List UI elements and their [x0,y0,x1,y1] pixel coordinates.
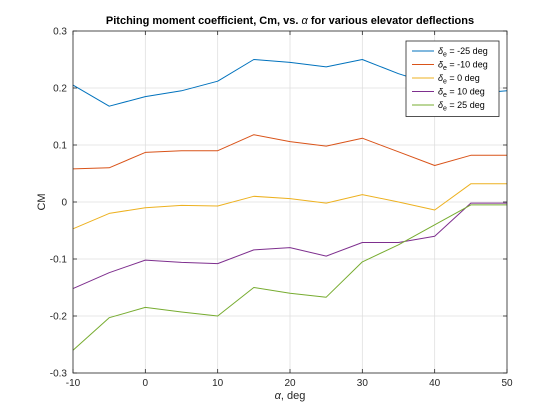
y-tick-label: 0 [61,198,67,209]
legend-entry: δe = -10 deg [438,60,488,73]
y-axis-label: CM [36,193,48,210]
legend-subscript: e [443,65,447,72]
legend-entry: δe = 0 deg [438,73,480,86]
legend-label: = 25 deg [447,100,485,110]
series-line [72,202,507,290]
x-tick-label: 0 [143,378,149,389]
x-tick-label: -10 [66,378,81,389]
legend-entry: δe = 10 deg [438,87,485,100]
series-line [72,204,507,351]
y-tick-label: -0.3 [50,369,68,380]
y-tick-label: -0.2 [50,312,68,323]
legend-delta-symbol: δ [438,60,444,70]
x-tick-label: 20 [284,378,296,389]
legend-delta-symbol: δ [438,100,444,110]
legend-label: = -10 deg [447,60,488,70]
legend-label: = 0 deg [447,73,480,83]
legend-subscript: e [443,52,447,59]
series-line [72,134,507,170]
y-tick-label: 0.1 [53,141,67,152]
x-axis-label: α, deg [275,390,306,402]
x-tick-label: 10 [212,378,224,389]
title-alpha-symbol: α [302,15,309,27]
legend-subscript: e [443,106,447,113]
legend-delta-symbol: δ [438,46,444,56]
legend-entry: δe = 25 deg [438,100,485,113]
legend-subscript: e [443,92,447,99]
y-tick-label: 0.2 [53,84,67,95]
legend-delta-symbol: δ [438,73,444,83]
legend-label: = -25 deg [447,46,488,56]
legend-label: = 10 deg [447,87,485,97]
series-layer [72,59,508,351]
x-tick-label: 30 [357,378,369,389]
x-axis-alpha-symbol: α [275,390,282,402]
series-line [72,183,507,230]
legend-delta-symbol: δ [438,87,444,97]
legend-entry: δe = -25 deg [438,46,488,59]
x-tick-label: 50 [501,378,513,389]
y-tick-label: 0.3 [53,27,67,38]
y-tick-label: -0.1 [50,255,68,266]
ticks: -10 0 10 20 30 40 50 -0.3 -0.2 -0.1 0 0.1 0.2 0.3 [50,27,513,390]
legend-subscript: e [443,79,447,86]
chart-title: Pitching moment coefficient, Cm, vs. α f… [106,15,474,27]
x-tick-label: 40 [429,378,441,389]
legend-box [405,40,500,117]
